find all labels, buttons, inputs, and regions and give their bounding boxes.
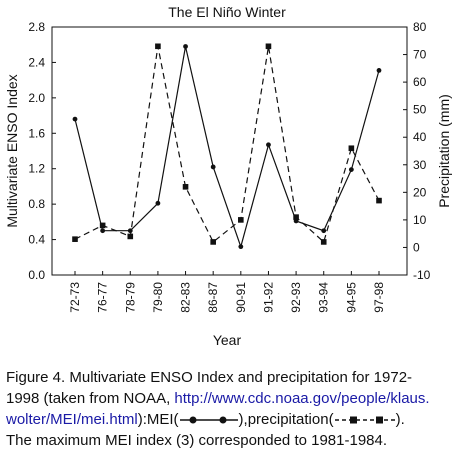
right-tick-label: 20 xyxy=(413,185,427,199)
left-tick-label: 2.0 xyxy=(28,91,45,105)
x-tick-label: 82-83 xyxy=(179,282,193,313)
right-tick-label: 40 xyxy=(413,130,427,144)
x-tick-label: 93-94 xyxy=(317,282,331,313)
x-axis: 72-73 76-77 78-79 79-80 82-83 86-87 90-91 91-92… xyxy=(68,271,386,313)
left-tick-label: 0.0 xyxy=(28,268,45,282)
mei-point xyxy=(348,167,354,173)
mei-point xyxy=(100,228,106,234)
chart: The El Niño Winter 0.0 0.4 0.8 1.2 1.6 2.0 2.4… xyxy=(4,4,452,348)
right-tick-label: 10 xyxy=(413,213,427,227)
mei-legend-symbol xyxy=(179,416,238,424)
caption-end-paren: ). xyxy=(395,411,405,428)
x-tick-label: 91-92 xyxy=(261,282,275,313)
left-tick-label: 0.8 xyxy=(28,197,45,211)
x-tick-label: 94-95 xyxy=(344,282,358,313)
precipitation-point xyxy=(293,214,299,220)
right-tick-label: 60 xyxy=(413,75,427,89)
x-tick-label: 90-91 xyxy=(234,282,248,313)
caption-line-1: Figure 4. Multivariate ENSO Index and pr… xyxy=(6,369,413,386)
precipitation-point xyxy=(182,184,189,190)
left-tick-label: 2.4 xyxy=(28,55,45,69)
precipitation-point xyxy=(127,233,134,240)
mei-series-line xyxy=(74,46,380,249)
right-tick-label: 0 xyxy=(413,240,420,254)
precipitation-series-line xyxy=(74,46,380,243)
mei-point xyxy=(155,200,161,206)
precipitation-point xyxy=(265,43,272,50)
precipitation-point xyxy=(348,145,355,152)
precipitation-point xyxy=(376,197,382,204)
noaa-link-cont[interactable]: wolter/MEI/mei.html xyxy=(6,411,138,428)
caption-line-3: wolter/MEI/mei.html):MEI( ),precipitation… xyxy=(6,409,454,430)
right-tick-label: -10 xyxy=(413,268,431,282)
x-axis-title: Year xyxy=(213,332,242,348)
left-tick-label: 2.8 xyxy=(28,20,45,34)
left-tick-label: 0.4 xyxy=(28,233,45,247)
left-tick-label: 1.6 xyxy=(28,126,45,140)
left-axis: 0.0 0.4 0.8 1.2 1.6 2.0 2.4 2.8 xyxy=(28,20,56,282)
precip-legend-symbol xyxy=(334,416,395,424)
mei-legend-label: ):MEI( xyxy=(137,411,179,428)
noaa-link[interactable]: http://www.cdc.noaa.gov/people/klaus. xyxy=(174,390,430,407)
figure-caption: Figure 4. Multivariate ENSO Index and pr… xyxy=(6,367,454,451)
x-tick-label: 79-80 xyxy=(151,282,165,313)
mei-point xyxy=(127,228,133,234)
mei-point xyxy=(376,68,382,73)
mei-point xyxy=(183,44,188,49)
precip-legend-label: ),precipitation( xyxy=(238,411,334,428)
mei-point xyxy=(238,244,244,250)
chart-title: The El Niño Winter xyxy=(168,4,286,20)
precipitation-point xyxy=(72,236,78,242)
x-tick-label: 76-77 xyxy=(96,282,110,313)
right-tick-label: 70 xyxy=(413,48,427,62)
mei-point xyxy=(72,116,78,122)
precipitation-point xyxy=(155,43,161,50)
precipitation-point xyxy=(320,239,327,245)
x-tick-label: 78-79 xyxy=(123,282,137,313)
precipitation-point xyxy=(210,239,216,245)
right-tick-label: 80 xyxy=(413,20,427,34)
mei-point xyxy=(266,142,271,148)
mei-point xyxy=(321,228,327,234)
plot-frame xyxy=(51,26,408,276)
caption-line-2: 1998 (taken from NOAA, http://www.cdc.no… xyxy=(6,388,454,409)
x-tick-label: 97-98 xyxy=(372,282,386,313)
y-axis-left-title: Multivariate ENSO Index xyxy=(4,74,20,227)
x-tick-label: 72-73 xyxy=(68,282,82,313)
y-axis-right-title: Precipitation (mm) xyxy=(436,94,452,208)
right-tick-label: 50 xyxy=(413,103,427,117)
right-tick-label: 30 xyxy=(413,158,427,172)
precipitation-point xyxy=(99,222,106,229)
precipitation-point xyxy=(238,217,244,223)
left-tick-label: 1.2 xyxy=(28,162,45,176)
caption-line-4: The maximum MEI index (3) corresponded t… xyxy=(6,432,388,449)
right-axis: -10 0 10 20 30 40 50 60 70 80 xyxy=(403,20,431,282)
series-layer xyxy=(72,43,382,250)
caption-line-2-text: 1998 (taken from NOAA, xyxy=(6,390,175,407)
x-tick-label: 92-93 xyxy=(289,282,303,313)
x-tick-label: 86-87 xyxy=(206,282,220,313)
mei-point xyxy=(210,164,216,170)
